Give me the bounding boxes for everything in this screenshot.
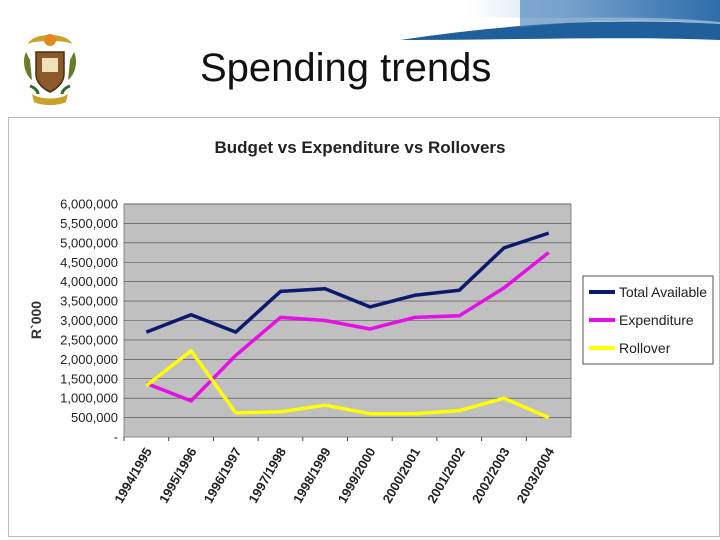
- x-tick-label: 1994/1995: [111, 445, 155, 506]
- series-line-expenditure: [145, 251, 550, 403]
- header-banner: Spending trends: [0, 0, 720, 108]
- y-tick-label: 5,000,000: [60, 235, 118, 250]
- chart-title: Budget vs Expenditure vs Rollovers: [215, 138, 506, 157]
- y-tick-label: 3,000,000: [60, 313, 118, 328]
- y-tick-label: 4,500,000: [60, 255, 118, 270]
- line-chart: Budget vs Expenditure vs Rollovers - 500,…: [28, 138, 714, 506]
- x-tick-label: 1999/2000: [335, 445, 379, 506]
- y-tick-label: 6,000,000: [60, 197, 118, 212]
- x-tick-label: 2002/2003: [469, 445, 513, 506]
- x-tick-label: 1996/1997: [201, 445, 245, 506]
- series-line-total-available: [145, 231, 550, 334]
- y-tick-label: 3,500,000: [60, 294, 118, 309]
- y-tick-label: -: [114, 430, 118, 445]
- y-tick-label: 2,500,000: [60, 332, 118, 347]
- legend-label: Rollover: [619, 340, 671, 356]
- banner-graphic: [0, 0, 720, 108]
- coat-of-arms-icon: [24, 34, 76, 105]
- legend-label: Total Available: [619, 284, 707, 300]
- x-tick-label: 2001/2002: [424, 445, 468, 506]
- x-tick-label: 1995/1996: [156, 445, 200, 506]
- x-tick-label: 2003/2004: [514, 444, 558, 505]
- legend-label: Expenditure: [619, 312, 694, 328]
- y-tick-label: 1,000,000: [60, 391, 118, 406]
- legend: Total Available Expenditure Rollover: [589, 284, 707, 356]
- y-tick-label: 1,500,000: [60, 371, 118, 386]
- series-lines: [145, 231, 550, 420]
- x-tick-label: 1998/1999: [290, 445, 334, 506]
- x-tick-label: 1997/1998: [245, 445, 289, 506]
- y-axis-label: R`000: [28, 301, 44, 339]
- y-tick-label: 5,500,000: [60, 216, 118, 231]
- y-axis-ticks: - 500,000 1,000,000 1,500,000 2,000,000 2,500…: [60, 197, 118, 445]
- x-tick-label: 2000/2001: [379, 445, 423, 506]
- y-tick-label: 2,000,000: [60, 352, 118, 367]
- y-tick-label: 500,000: [71, 410, 118, 425]
- y-tick-label: 4,000,000: [60, 274, 118, 289]
- chart-frame: Budget vs Expenditure vs Rollovers - 500,…: [8, 117, 720, 537]
- x-axis-ticks: 1994/1995 1995/1996 1996/1997 1997/1998 1998…: [111, 437, 558, 506]
- slide-title: Spending trends: [200, 46, 492, 90]
- gridlines: [124, 203, 571, 418]
- series-line-rollover: [145, 349, 550, 420]
